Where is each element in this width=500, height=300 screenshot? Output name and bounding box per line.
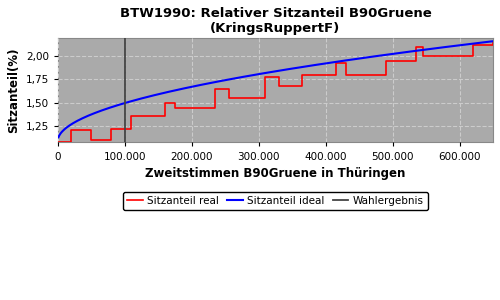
- Sitzanteil real: [162, 115, 168, 118]
- Legend: Sitzanteil real, Sitzanteil ideal, Wahlergebnis: Sitzanteil real, Sitzanteil ideal, Wahle…: [123, 192, 428, 210]
- Title: BTW1990: Relativer Sitzanteil B90Gruene
(KringsRuppertF): BTW1990: Relativer Sitzanteil B90Gruene …: [120, 7, 432, 35]
- Sitzanteil real: [490, 40, 496, 44]
- Sitzanteil ideal: [167, 90, 173, 93]
- Sitzanteil real: [212, 87, 218, 90]
- Sitzanteil ideal: [382, 53, 388, 57]
- Sitzanteil ideal: [252, 73, 258, 76]
- Sitzanteil ideal: [132, 98, 138, 102]
- Line: Sitzanteil real: Sitzanteil real: [58, 42, 493, 142]
- Line: Sitzanteil ideal: Sitzanteil ideal: [58, 41, 493, 137]
- Sitzanteil real: [490, 43, 496, 47]
- Sitzanteil real: [55, 140, 61, 143]
- Sitzanteil ideal: [346, 58, 352, 62]
- Sitzanteil ideal: [312, 63, 318, 67]
- Sitzanteil real: [88, 138, 94, 142]
- Sitzanteil real: [420, 54, 426, 58]
- Sitzanteil ideal: [490, 39, 496, 43]
- Sitzanteil real: [490, 40, 496, 44]
- Sitzanteil real: [128, 127, 134, 130]
- Sitzanteil ideal: [56, 135, 62, 139]
- Y-axis label: Sitzanteil(%): Sitzanteil(%): [7, 47, 20, 133]
- X-axis label: Zweitstimmen B90Gruene in Thüringen: Zweitstimmen B90Gruene in Thüringen: [145, 167, 406, 180]
